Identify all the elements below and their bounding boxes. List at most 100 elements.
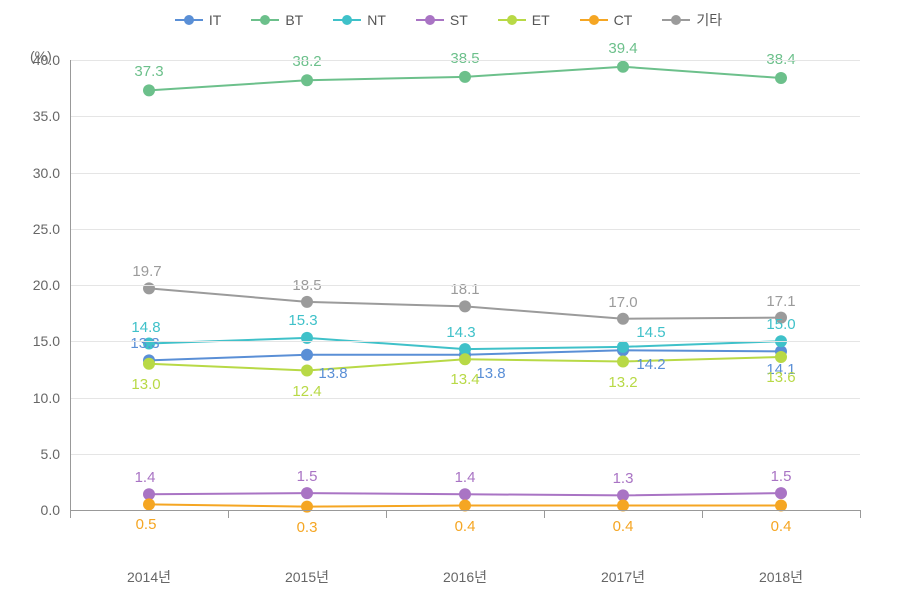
y-tick-label: 20.0 [0,277,70,293]
data-point [301,487,313,499]
data-label: 14.2 [636,356,665,373]
legend-marker-icon [333,15,361,25]
legend-item: NT [333,10,386,30]
data-label: 38.5 [450,50,479,67]
x-tick-mark [702,510,703,518]
legend-item: ST [416,10,468,30]
data-label: 17.0 [608,294,637,311]
legend-label: BT [285,12,303,28]
legend-marker-icon [580,15,608,25]
data-point [775,72,787,84]
data-label: 1.5 [297,468,318,485]
data-label: 39.4 [608,40,637,57]
plot-area: 13.313.813.814.214.137.338.238.539.438.4… [70,60,860,550]
data-point [301,74,313,86]
data-label: 15.3 [288,312,317,329]
y-tick-label: 30.0 [0,165,70,181]
data-point [775,487,787,499]
x-tick-mark [228,510,229,518]
x-tick-label: 2018년 [759,567,803,587]
y-axis [70,60,71,510]
data-label: 13.6 [766,369,795,386]
data-point [617,313,629,325]
data-label: 13.8 [318,365,347,382]
data-label: 13.0 [131,376,160,393]
x-tick-mark [860,510,861,518]
x-tick-label: 2016년 [443,567,487,587]
legend-label: 기타 [696,10,722,30]
data-label: 1.4 [455,469,476,486]
gridline [70,229,860,230]
x-tick-mark [70,510,71,518]
data-label: 17.1 [766,293,795,310]
legend-item: IT [175,10,221,30]
legend-item: ET [498,10,550,30]
legend-item: BT [251,10,303,30]
data-label: 1.5 [771,468,792,485]
data-label: 14.5 [636,324,665,341]
data-label: 19.7 [132,263,161,280]
gridline [70,398,860,399]
data-label: 13.2 [608,374,637,391]
y-tick-label: 0.0 [0,502,70,518]
data-label: 13.3 [130,335,159,352]
data-point [459,300,471,312]
data-label: 1.3 [613,470,634,487]
y-tick-label: 10.0 [0,390,70,406]
data-point [617,341,629,353]
gridline [70,454,860,455]
data-point [617,61,629,73]
data-label: 0.4 [455,518,476,535]
gridline [70,60,860,61]
y-tick-label: 25.0 [0,221,70,237]
data-label: 14.8 [131,319,160,336]
data-point [301,365,313,377]
data-label: 0.4 [771,518,792,535]
data-label: 0.5 [136,516,157,533]
x-tick-label: 2014년 [127,567,171,587]
legend-label: ST [450,12,468,28]
legend-label: IT [209,12,221,28]
legend-label: ET [532,12,550,28]
data-label: 0.4 [613,518,634,535]
legend-item: CT [580,10,633,30]
legend: IT BT NT ST ET CT 기타 [0,10,897,30]
gridline [70,341,860,342]
data-label: 15.0 [766,316,795,333]
data-label: 18.1 [450,281,479,298]
data-label: 14.3 [446,324,475,341]
data-point [617,356,629,368]
line-chart: ITBTNTSTETCT기타 (%) 13.313.813.814.214.13… [0,0,897,597]
data-point [143,358,155,370]
y-tick-label: 35.0 [0,108,70,124]
legend-marker-icon [251,15,279,25]
data-point [143,498,155,510]
x-tick-mark [544,510,545,518]
gridline [70,116,860,117]
legend-marker-icon [498,15,526,25]
data-point [143,84,155,96]
legend-marker-icon [416,15,444,25]
x-axis [70,510,860,511]
y-tick-label: 40.0 [0,52,70,68]
data-label: 1.4 [135,469,156,486]
data-point [301,296,313,308]
data-label: 13.4 [450,371,479,388]
y-tick-label: 15.0 [0,333,70,349]
data-point [459,353,471,365]
data-point [459,71,471,83]
gridline [70,173,860,174]
data-label: 38.2 [292,53,321,70]
data-label: 0.3 [297,519,318,536]
data-label: 13.8 [476,365,505,382]
legend-label: NT [367,12,386,28]
x-tick-label: 2015년 [285,567,329,587]
y-tick-label: 5.0 [0,446,70,462]
legend-item: 기타 [662,10,722,30]
data-label: 37.3 [134,63,163,80]
data-point [301,349,313,361]
gridline [70,285,860,286]
legend-marker-icon [175,15,203,25]
x-tick-label: 2017년 [601,567,645,587]
legend-marker-icon [662,15,690,25]
